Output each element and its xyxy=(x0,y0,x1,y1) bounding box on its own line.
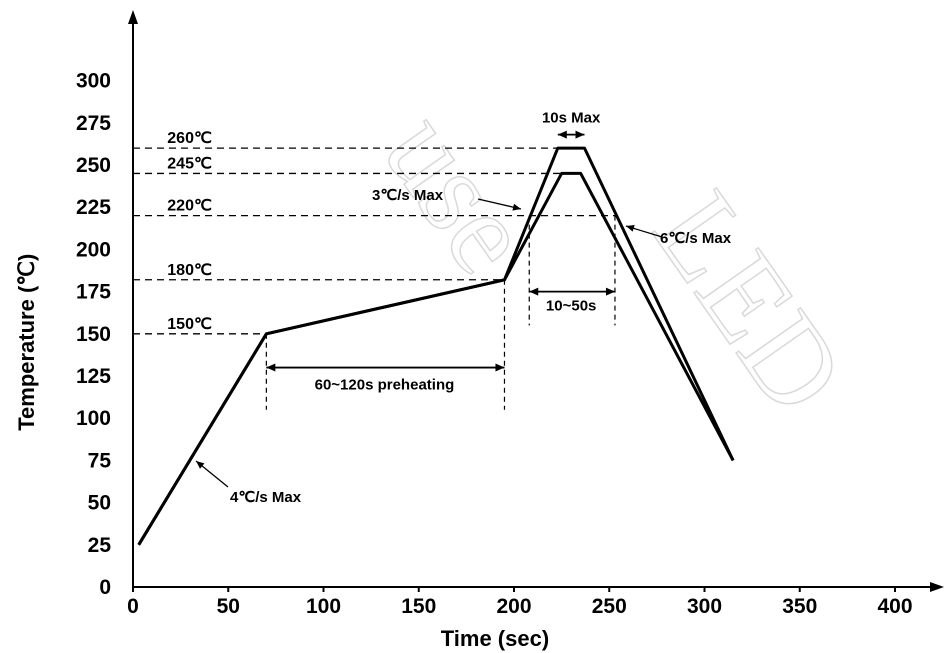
arrow-head xyxy=(605,287,615,296)
x-tick-label: 250 xyxy=(592,595,627,618)
arrow-head xyxy=(495,363,505,372)
y-tick-label: 25 xyxy=(88,534,112,557)
annotation-label: 60~120s preheating xyxy=(315,377,455,394)
arrow-head xyxy=(266,363,276,372)
reference-label: 220℃ xyxy=(167,198,212,215)
arrow-head xyxy=(575,130,585,139)
annotation-pointer-head xyxy=(196,461,205,469)
arrow-head xyxy=(529,287,539,296)
x-axis-title: Time (sec) xyxy=(441,626,549,651)
x-tick-label: 50 xyxy=(217,595,240,618)
y-tick-labels: 0 25 50 75 100 125 150 175 200 225 250 275 300 xyxy=(76,70,111,599)
annotation-pointer-head xyxy=(626,224,635,232)
y-tick-label: 75 xyxy=(88,449,112,472)
x-tick-label: 350 xyxy=(782,595,817,618)
x-tick-label: 200 xyxy=(496,595,531,618)
reference-label: 150℃ xyxy=(167,316,212,333)
y-axis-arrow xyxy=(128,10,138,24)
annotation-label: 3℃/s Max xyxy=(372,187,444,204)
annotation-pointer-head xyxy=(512,203,521,211)
y-tick-label: 275 xyxy=(76,112,111,135)
profile-series xyxy=(137,146,735,546)
x-axis-arrow xyxy=(930,582,944,592)
axes xyxy=(128,10,944,592)
y-tick-label: 150 xyxy=(76,323,111,346)
y-tick-label: 175 xyxy=(76,281,111,304)
series-line-2 xyxy=(137,171,735,546)
svg-text:LED: LED xyxy=(629,169,872,436)
x-tick-label: 300 xyxy=(687,595,722,618)
x-tick-label: 150 xyxy=(401,595,436,618)
annotations: 60~120s preheating 10s Max 10~50s 3℃/s Max 6… xyxy=(195,110,732,506)
x-tick-label: 400 xyxy=(877,595,912,618)
x-tick-labels: 0 50 100 150 200 250 300 350 400 xyxy=(127,587,913,618)
annotation-label: 4℃/s Max xyxy=(230,489,302,506)
y-tick-label: 300 xyxy=(76,70,111,93)
y-axis-title: Temperature (℃) xyxy=(14,254,39,431)
y-tick-label: 225 xyxy=(76,196,111,219)
x-tick-label: 100 xyxy=(306,595,341,618)
arrow-head xyxy=(557,130,567,139)
reference-label: 180℃ xyxy=(167,262,212,279)
annotation-label: 10~50s xyxy=(546,298,596,315)
y-tick-label: 50 xyxy=(88,492,111,515)
x-tick-label: 0 xyxy=(127,595,139,618)
y-tick-label: 100 xyxy=(76,407,111,430)
reference-lines: 260℃ 245℃ 220℃ 180℃ 150℃ xyxy=(133,130,615,335)
annotation-label: 6℃/s Max xyxy=(660,230,732,247)
reference-label: 260℃ xyxy=(167,130,212,147)
reference-label: 245℃ xyxy=(167,155,212,172)
y-tick-label: 125 xyxy=(76,365,111,388)
y-tick-label: 250 xyxy=(76,154,111,177)
annotation-label: 10s Max xyxy=(542,110,601,127)
y-tick-label: 200 xyxy=(76,238,111,261)
y-tick-label: 0 xyxy=(99,576,111,599)
